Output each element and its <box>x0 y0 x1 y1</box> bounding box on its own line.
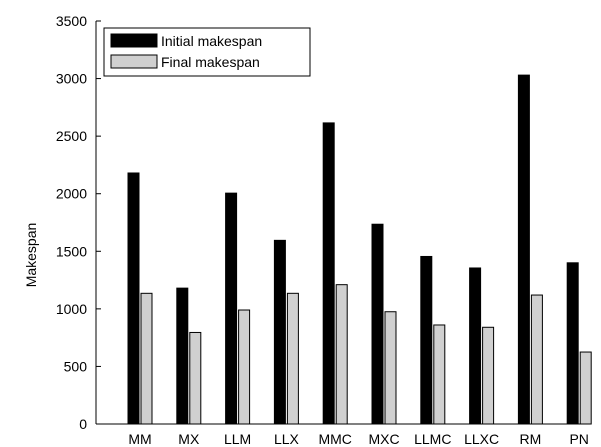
axes-group: 0 500 1000 1500 2000 2500 3000 3500 MM MX LLM LLX MM… <box>56 13 589 447</box>
bars-group <box>127 74 592 425</box>
bar-initial-mm <box>127 172 140 425</box>
bar-initial-mxc <box>371 223 384 425</box>
bar-initial-llx <box>273 239 286 425</box>
bar-final-mx <box>189 331 202 425</box>
legend: Initial makespan Final makespan <box>103 27 311 77</box>
x-tick-label: MXC <box>368 431 399 447</box>
bar-final-rm <box>530 294 543 425</box>
x-tick-label: PN <box>569 431 588 447</box>
x-tick-label: MM <box>128 431 151 447</box>
x-tick-label: LLM <box>224 431 251 447</box>
bar-final-llm <box>238 309 251 425</box>
x-tick-label: LLX <box>274 431 300 447</box>
bar-initial-pn <box>566 262 579 425</box>
bar-final-llmc <box>433 324 446 425</box>
x-tick-label: RM <box>520 431 542 447</box>
bar-initial-rm <box>517 74 530 425</box>
x-tick-label: LLMC <box>414 431 451 447</box>
y-tick-label: 500 <box>64 358 88 374</box>
legend-swatch-initial <box>110 33 158 48</box>
y-tick-label: 2000 <box>56 186 87 202</box>
x-tick-label: LLXC <box>464 431 499 447</box>
legend-label-initial: Initial makespan <box>161 33 262 49</box>
y-tick-label: 1500 <box>56 243 87 259</box>
bar-final-mmc <box>335 284 348 425</box>
x-tick-label: MX <box>178 431 200 447</box>
bar-final-llxc <box>482 326 495 425</box>
bar-final-mxc <box>384 311 397 425</box>
bar-final-mm <box>140 292 153 425</box>
y-tick-label: 0 <box>79 416 87 432</box>
bar-final-pn <box>579 351 592 425</box>
y-tick-label: 2500 <box>56 128 87 144</box>
y-tick-label: 3500 <box>56 13 87 29</box>
x-tick-label: MMC <box>318 431 351 447</box>
y-axis-label: Makespan <box>23 223 39 288</box>
bar-initial-mx <box>176 287 189 425</box>
legend-swatch-final <box>110 54 158 69</box>
y-tick-label: 3000 <box>56 71 87 87</box>
legend-label-final: Final makespan <box>161 54 260 70</box>
bar-initial-llmc <box>420 255 433 425</box>
bar-initial-mmc <box>322 122 335 425</box>
bar-initial-llm <box>225 192 238 425</box>
bar-final-llx <box>286 292 299 425</box>
bar-initial-llxc <box>469 267 482 425</box>
y-tick-label: 1000 <box>56 301 87 317</box>
